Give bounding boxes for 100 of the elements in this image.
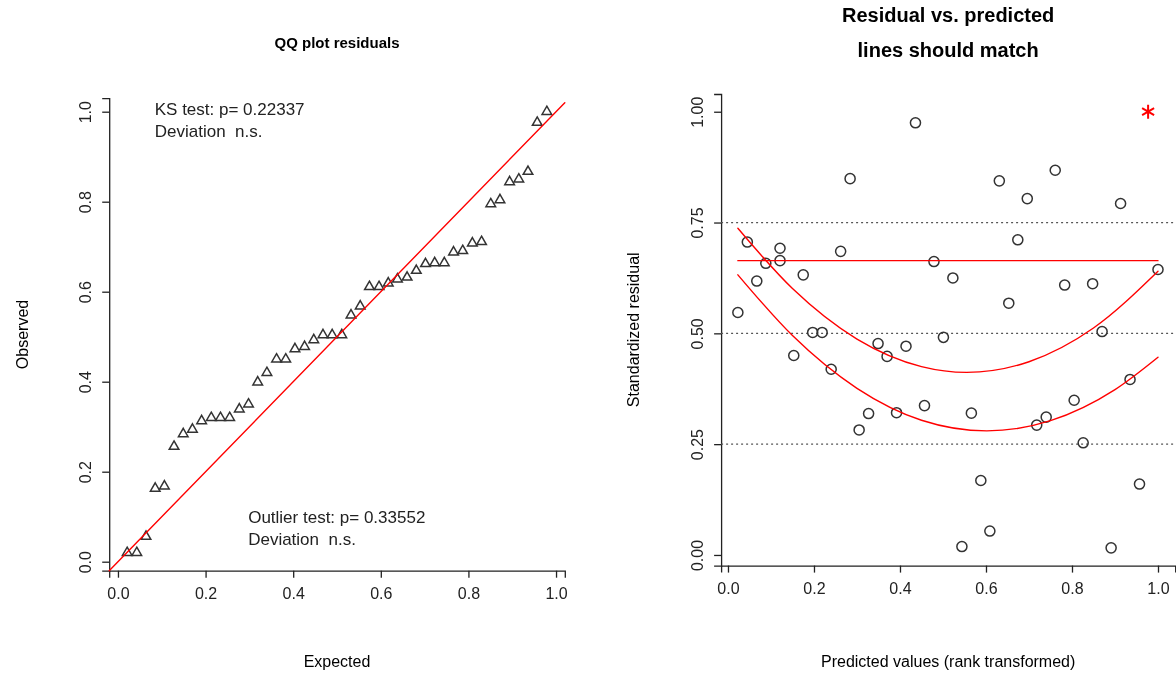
line-series (737, 227, 1159, 374)
point (261, 366, 273, 377)
point (1152, 263, 1164, 276)
point (797, 269, 810, 281)
point (872, 337, 884, 350)
point (853, 424, 865, 436)
point (476, 235, 488, 246)
point (1141, 103, 1156, 120)
point (345, 308, 357, 319)
x-tick-label: 0.0 (107, 585, 130, 603)
point (513, 172, 525, 183)
point (485, 197, 497, 208)
point (457, 244, 469, 255)
point (732, 306, 744, 319)
point (186, 423, 198, 433)
chart-title: QQ plot residuals (274, 34, 400, 51)
point (131, 546, 143, 557)
point (1030, 419, 1043, 431)
point (1124, 373, 1136, 386)
point (1077, 437, 1089, 449)
point (373, 280, 385, 291)
point (410, 264, 422, 275)
point (531, 116, 543, 127)
chart-title: Residual vs. predicted lines should match (842, 4, 1055, 61)
x-tick-label: 0.2 (194, 585, 218, 603)
point (158, 479, 170, 490)
point (317, 328, 329, 339)
point (224, 411, 236, 422)
y-tick-label: 1.0 (76, 100, 94, 124)
point (1021, 192, 1034, 205)
x-tick-label: 0.6 (370, 585, 393, 603)
x-tick-label: 0.6 (975, 579, 998, 597)
point (918, 399, 931, 412)
x-tick-label: 1.0 (545, 585, 568, 603)
point (140, 530, 152, 541)
point (774, 242, 786, 255)
point (233, 402, 245, 413)
point (504, 175, 516, 186)
point (900, 340, 912, 352)
point (1058, 279, 1071, 291)
y-tick-label: 0.75 (688, 207, 706, 239)
point (816, 326, 828, 339)
point (1002, 297, 1015, 309)
x-tick-label: 0.4 (889, 579, 912, 597)
point (1068, 394, 1080, 407)
y-axis-title: Standardized residual (624, 252, 642, 408)
point (280, 352, 292, 363)
point (466, 236, 478, 247)
point (787, 349, 800, 362)
point (289, 342, 301, 353)
point (401, 271, 413, 281)
point (447, 245, 460, 256)
point (326, 328, 338, 339)
x-tick-label: 0.2 (803, 579, 826, 597)
point (168, 440, 180, 451)
point (1040, 411, 1052, 423)
point (1114, 197, 1127, 210)
point (252, 375, 264, 386)
point (354, 299, 366, 310)
point (881, 350, 893, 363)
point (522, 165, 534, 176)
point (937, 331, 950, 344)
point (242, 397, 255, 408)
y-tick-label: 1.00 (688, 96, 706, 128)
point (1105, 542, 1117, 554)
y-tick-label: 0.50 (688, 318, 706, 350)
point (741, 236, 754, 248)
y-tick-label: 0.00 (688, 539, 706, 572)
point (947, 272, 959, 284)
point (429, 256, 441, 267)
point (993, 175, 1006, 187)
y-tick-label: 0.8 (76, 190, 94, 214)
y-tick-label: 0.25 (688, 428, 706, 461)
y-tick-label: 0.6 (76, 280, 94, 304)
point (149, 482, 161, 492)
x-tick-label: 0.4 (282, 585, 305, 603)
point (214, 411, 227, 422)
point (308, 333, 320, 344)
point (1012, 234, 1024, 246)
point (1096, 325, 1108, 338)
point (834, 245, 847, 258)
line-series (737, 274, 1159, 432)
point (975, 474, 987, 487)
point (774, 254, 786, 267)
x-tick-label: 0.8 (457, 585, 481, 603)
x-tick-label: 0.8 (1061, 579, 1084, 597)
point (494, 193, 506, 204)
point (862, 407, 875, 420)
point (438, 256, 450, 267)
x-axis-title: Predicted values (rank transformed) (820, 653, 1076, 670)
annotation: KS test: p= 0.22337 Deviation n.s. (154, 99, 305, 141)
point (890, 406, 903, 419)
point (844, 172, 856, 185)
point (205, 411, 217, 422)
x-tick-label: 0.0 (717, 579, 740, 597)
point (956, 540, 968, 553)
point (177, 427, 189, 438)
point (1086, 277, 1099, 290)
point (419, 257, 432, 268)
y-tick-label: 0.2 (76, 460, 94, 484)
